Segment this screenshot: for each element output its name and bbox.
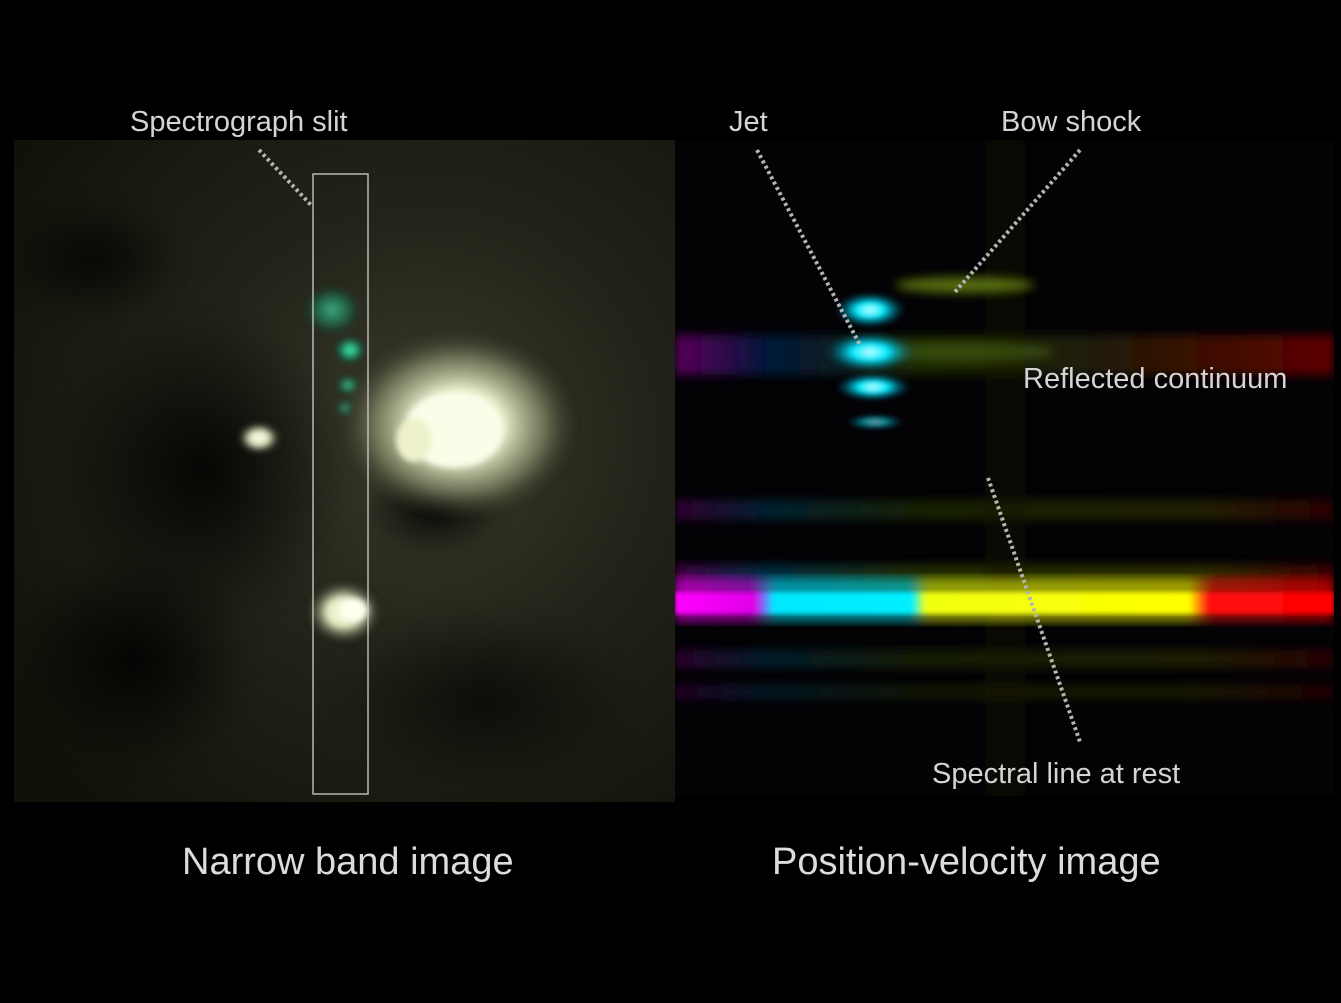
dust-lanes bbox=[14, 200, 634, 790]
spectrograph-slit-label: Spectrograph slit bbox=[130, 106, 348, 138]
position-velocity-image bbox=[675, 140, 1334, 796]
narrow-band-render bbox=[14, 140, 675, 802]
bow-shock-label: Bow shock bbox=[1001, 106, 1142, 138]
rest-spectral-band bbox=[675, 578, 1334, 622]
position-velocity-caption: Position-velocity image bbox=[772, 841, 1161, 883]
spectral-line-at-rest-label: Spectral line at rest bbox=[932, 758, 1181, 790]
reflected-continuum-label: Reflected continuum bbox=[1023, 363, 1288, 395]
narrow-band-caption: Narrow band image bbox=[182, 841, 514, 883]
position-velocity-render bbox=[675, 140, 1334, 796]
narrow-band-image bbox=[14, 140, 675, 802]
jet-label: Jet bbox=[729, 106, 768, 138]
